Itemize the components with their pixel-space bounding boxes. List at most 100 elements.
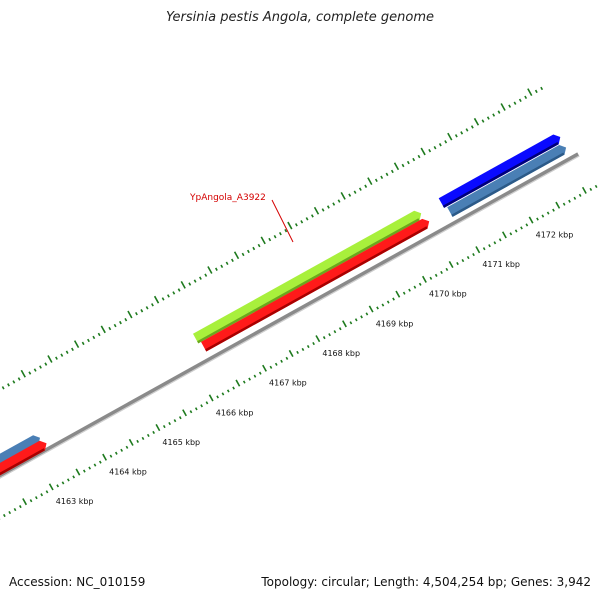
outer-tick [364, 184, 368, 188]
outer-tick [151, 303, 154, 307]
inner-tick [306, 344, 310, 349]
outer-tick [380, 175, 384, 180]
inner-tick [102, 453, 108, 461]
outer-tick [273, 234, 277, 239]
outer-tick [230, 258, 234, 263]
inner-tick [189, 410, 193, 414]
outer-tick [454, 134, 458, 138]
inner-tick [274, 362, 278, 366]
inner-tick [205, 401, 209, 405]
outer-tick [47, 355, 53, 363]
inner-tick [75, 468, 81, 476]
outer-tick [337, 199, 341, 203]
outer-tick [374, 178, 378, 183]
outer-tick [73, 340, 80, 349]
inner-tick [501, 231, 507, 239]
outer-tick [188, 282, 192, 286]
outer-tick [177, 288, 181, 292]
inner-tick [48, 483, 54, 491]
inner-tick [322, 336, 326, 340]
inner-tick [493, 241, 497, 245]
inner-tick [589, 187, 593, 191]
outer-tick [252, 246, 256, 251]
outer-tick [113, 323, 117, 328]
inner-tick [536, 217, 539, 221]
inner-tick [578, 193, 582, 197]
ruler-label-4165: 4165 kbp [162, 438, 200, 447]
outer-tick [417, 154, 421, 159]
inner-tick [262, 364, 267, 372]
inner-tick [173, 419, 177, 423]
inner-tick [285, 356, 289, 360]
inner-tick [552, 208, 555, 212]
outer-tick [167, 294, 170, 298]
inner-tick [381, 303, 385, 307]
inner-tick [248, 377, 251, 381]
inner-tick [301, 347, 305, 352]
inner-tick [182, 409, 187, 417]
inner-tick [520, 226, 523, 230]
inner-tick [421, 275, 427, 283]
inner-tick-ring [0, 184, 598, 520]
outer-tick [87, 338, 90, 343]
inner-tick [360, 315, 363, 319]
outer-tick [28, 371, 32, 375]
inner-tick [349, 321, 353, 325]
feature-annotations: YpAngola_A3922 [189, 193, 294, 243]
ruler-label-4163: 4163 kbp [56, 497, 94, 506]
outer-tick [92, 335, 96, 340]
inner-tick [514, 229, 518, 233]
inner-tick [155, 424, 161, 432]
outer-tick [481, 119, 485, 123]
inner-tick [56, 484, 60, 488]
outer-tick [140, 309, 144, 313]
outer-tick [313, 206, 320, 215]
inner-tick [562, 202, 566, 206]
inner-tick [376, 306, 379, 310]
ruler-label-4167: 4167 kbp [269, 379, 307, 388]
outer-tick-ring [1, 86, 544, 390]
inner-tick [152, 430, 155, 435]
outer-tick [390, 169, 394, 174]
outer-tick [444, 140, 448, 144]
outer-tick [268, 237, 272, 242]
outer-tick [127, 310, 133, 319]
outer-tick [81, 341, 85, 346]
feature-f-blue [438, 134, 561, 208]
feature-shadow-f-steel-right [451, 152, 565, 217]
inner-tick [216, 395, 219, 399]
inner-tick [488, 244, 491, 248]
inner-tick [141, 436, 145, 440]
inner-tick [3, 513, 6, 518]
inner-tick [312, 341, 315, 346]
outer-tick [447, 132, 453, 141]
outer-tick [393, 162, 400, 171]
inner-tick [82, 469, 86, 473]
inner-tick [429, 276, 433, 280]
outer-tick [527, 88, 533, 97]
inner-tick [168, 422, 171, 426]
inner-tick [402, 291, 406, 295]
outer-tick [233, 251, 240, 260]
outer-tick [119, 320, 122, 325]
inner-tick [498, 238, 502, 242]
outer-tick [385, 172, 389, 177]
inner-tick [525, 223, 529, 227]
inner-tick [194, 407, 198, 411]
inner-tick [342, 320, 347, 328]
inner-tick [269, 365, 273, 369]
annotation-leader-line [271, 199, 294, 243]
inner-tick [528, 216, 534, 224]
inner-tick [475, 246, 481, 254]
inner-tick [472, 253, 475, 257]
outer-tick [433, 146, 437, 150]
ruler-label-4172: 4172 kbp [536, 230, 574, 239]
inner-tick [448, 260, 454, 269]
outer-tick [428, 148, 432, 153]
outer-tick [367, 177, 373, 185]
outer-tick [287, 221, 293, 230]
inner-tick [466, 256, 470, 260]
outer-tick [257, 243, 261, 248]
backbone-highlight [0, 155, 580, 479]
inner-tick [93, 463, 97, 467]
